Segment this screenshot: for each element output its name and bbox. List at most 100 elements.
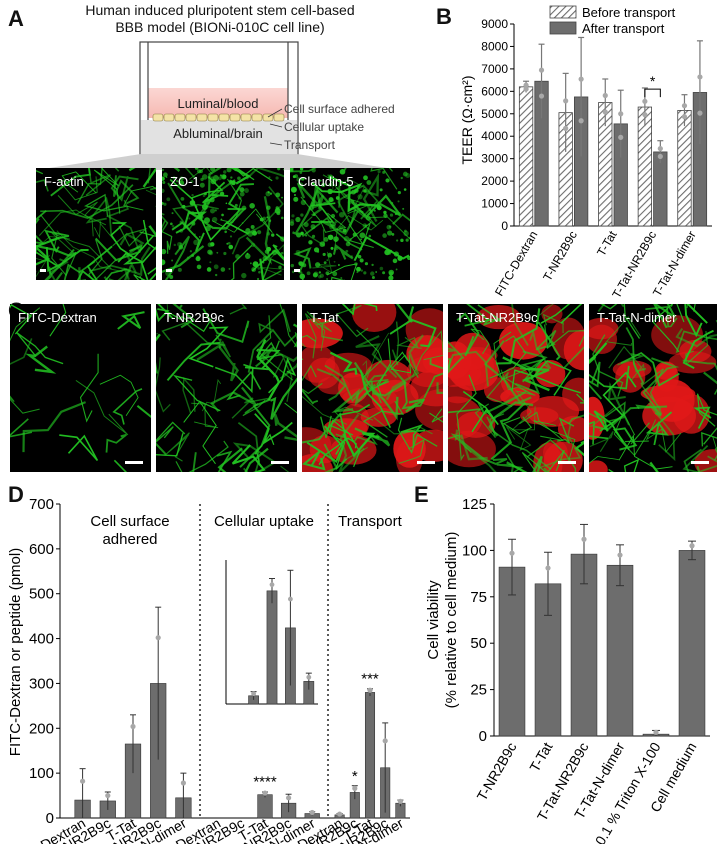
green-punctum — [191, 193, 194, 197]
green-fiber — [284, 402, 297, 414]
green-fiber — [389, 318, 437, 348]
chart-b-bar — [677, 110, 692, 227]
green-punctum — [225, 202, 228, 205]
green-punctum — [277, 168, 281, 171]
green-fiber — [202, 308, 250, 344]
green-fiber — [333, 406, 374, 421]
green-fiber — [112, 225, 148, 247]
green-fiber — [519, 358, 545, 383]
chart-b-ylabel: TEER (Ω·cm²) — [459, 75, 475, 164]
green-punctum — [194, 168, 199, 170]
green-punctum — [388, 271, 394, 276]
green-fiber — [526, 438, 577, 472]
green-fiber — [88, 239, 117, 280]
green-punctum — [296, 232, 302, 238]
green-punctum — [229, 235, 233, 238]
green-fiber — [10, 304, 33, 335]
green-fiber — [607, 381, 631, 426]
green-fiber — [331, 383, 377, 413]
green-fiber — [311, 181, 363, 194]
green-fiber — [164, 235, 191, 280]
green-fiber — [341, 304, 378, 316]
green-fiber — [201, 378, 222, 412]
green-punctum — [363, 271, 367, 275]
green-punctum — [211, 216, 218, 223]
chart-b-ytick-label: 1000 — [481, 197, 508, 211]
green-fiber — [589, 361, 603, 400]
green-fiber — [183, 400, 217, 465]
chart-e-ytick-label: 100 — [462, 542, 487, 559]
green-fiber — [535, 329, 557, 351]
green-punctum — [162, 201, 164, 205]
green-punctum — [392, 258, 398, 264]
green-punctum — [397, 191, 401, 195]
green-punctum — [252, 261, 259, 268]
chart-b-teer: TEER (Ω·cm²) 0 1000 2000 3000 4000 5000 6000 70… — [459, 5, 712, 298]
green-fiber — [182, 376, 196, 414]
green-fiber — [251, 244, 284, 272]
green-punctum — [327, 174, 329, 176]
green-punctum — [193, 239, 199, 246]
green-fiber — [608, 458, 640, 472]
green-fiber — [618, 434, 673, 470]
green-punctum — [169, 274, 174, 279]
green-fiber — [93, 168, 121, 214]
green-fiber — [600, 304, 641, 339]
green-punctum — [395, 268, 398, 271]
green-punctum — [402, 171, 408, 177]
green-punctum — [199, 182, 205, 188]
green-fiber — [209, 386, 257, 413]
panel-letter-b: B — [436, 4, 452, 29]
micrograph-zo1-label: ZO-1 — [170, 174, 200, 189]
green-fiber — [330, 276, 345, 280]
panel-letter-a: A — [8, 6, 24, 31]
panel-a-title: Human induced pluripotent stem cell-base… — [40, 2, 400, 36]
luminal-label: Luminal/blood — [178, 96, 259, 111]
green-punctum — [166, 197, 171, 202]
green-fiber — [44, 229, 70, 253]
green-punctum — [256, 277, 260, 280]
green-fiber — [106, 199, 140, 252]
green-punctum — [359, 258, 364, 263]
green-fiber — [50, 168, 91, 197]
green-fiber — [112, 388, 143, 425]
green-punctum — [293, 194, 296, 197]
chart-d-point — [80, 778, 86, 784]
green-fiber — [456, 312, 480, 357]
scale-bar — [417, 461, 435, 464]
endothelial-cell — [185, 113, 197, 122]
micrograph-factin-label: F-actin — [44, 174, 84, 189]
micrograph-claudin5-texture — [290, 168, 410, 280]
green-punctum — [322, 252, 326, 257]
chart-d-point — [105, 792, 111, 799]
chart-d-ylabel: FITC-Dextran or peptide (pmol) — [7, 548, 24, 756]
green-punctum — [245, 227, 251, 234]
micrograph-c-t-nr2b9c: T-NR2B9c — [156, 304, 297, 472]
green-fiber — [464, 304, 491, 327]
green-fiber — [36, 236, 60, 266]
green-fiber — [715, 319, 717, 323]
green-fiber — [270, 377, 297, 420]
green-fiber — [647, 402, 676, 462]
green-fiber — [563, 346, 584, 369]
chart-d-ytick-label: 700 — [29, 496, 54, 513]
green-fiber — [16, 332, 64, 365]
green-fiber — [322, 174, 371, 215]
green-fiber — [255, 346, 275, 368]
green-fiber — [245, 196, 273, 265]
chart-b-legend-label: Before transport — [582, 5, 676, 20]
green-punctum — [221, 213, 224, 217]
green-fiber — [301, 216, 363, 251]
green-fiber — [57, 176, 98, 201]
green-fiber — [362, 379, 389, 404]
green-fiber — [51, 232, 112, 270]
green-fiber — [57, 195, 107, 226]
panel-letter-e: E — [414, 482, 429, 507]
green-fiber — [521, 449, 565, 472]
green-fiber — [448, 357, 463, 374]
green-fiber — [255, 315, 294, 381]
green-punctum — [356, 266, 361, 272]
green-fiber — [171, 221, 205, 252]
green-fiber — [117, 311, 145, 330]
